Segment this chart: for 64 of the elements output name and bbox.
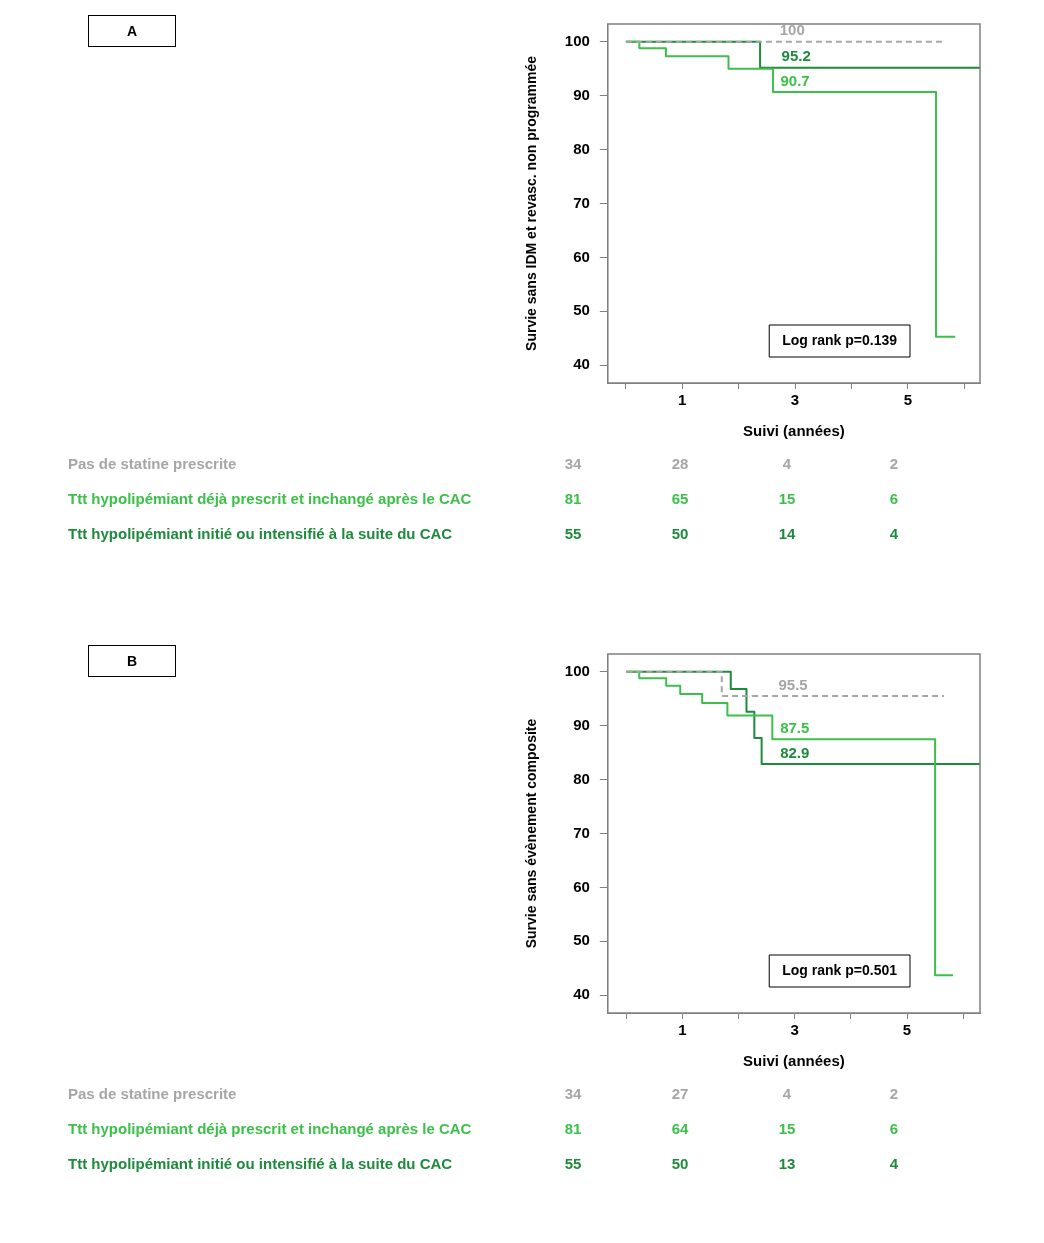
text: 55 <box>564 525 582 542</box>
y-tick-label: 60 <box>573 247 590 265</box>
y-tick-label: 90 <box>573 715 590 733</box>
text: A <box>88 15 176 47</box>
text: 27 <box>671 1085 689 1102</box>
text: Ttt hypolipémiant déjà prescrit et inchangé après le CAC <box>68 490 472 507</box>
text: 81 <box>564 1120 582 1137</box>
text: 4 <box>782 1085 792 1102</box>
annotation: 95.5 <box>778 675 808 693</box>
text: 81 <box>564 490 582 507</box>
annotation: 82.9 <box>780 743 810 761</box>
text: B <box>88 645 176 677</box>
text: Ttt hypolipémiant déjà prescrit et inchangé après le CAC <box>68 1120 472 1137</box>
text: 4 <box>782 455 792 472</box>
y-tick-label: 80 <box>573 139 590 157</box>
y-tick-label: 100 <box>564 661 590 679</box>
x-tick-label: 3 <box>790 391 800 409</box>
y-tick-label: 40 <box>573 355 590 373</box>
text: 15 <box>778 490 796 507</box>
text: 4 <box>889 1155 899 1172</box>
y-tick-label: 40 <box>573 985 590 1003</box>
text: 55 <box>564 1155 582 1172</box>
text: 15 <box>778 1120 796 1137</box>
y-axis-title: Survie sans IDM et revasc. non programmée <box>523 55 540 351</box>
text: 2 <box>889 455 899 472</box>
text: 6 <box>889 1120 899 1137</box>
text: 50 <box>671 525 689 542</box>
text: Pas de statine prescrite <box>68 1085 237 1102</box>
y-tick-label: 80 <box>573 769 590 787</box>
x-tick-label: 1 <box>678 391 687 409</box>
y-tick-label: 90 <box>573 85 590 103</box>
text: Ttt hypolipémiant initié ou intensifié à la suite du CAC <box>68 1155 453 1172</box>
x-axis-title: Suivi (années) <box>743 422 845 440</box>
text: 6 <box>889 490 899 507</box>
annotation: 95.2 <box>781 47 811 65</box>
annotation: 87.5 <box>780 718 810 736</box>
text: 4 <box>889 525 899 542</box>
x-tick-label: 5 <box>902 1021 912 1039</box>
text: 13 <box>778 1155 796 1172</box>
x-tick-label: 1 <box>678 1021 687 1039</box>
text: Pas de statine prescrite <box>68 455 237 472</box>
y-tick-label: 70 <box>573 823 590 841</box>
y-tick-label: 70 <box>573 193 590 211</box>
y-tick-label: 100 <box>564 31 590 49</box>
y-tick-label: 60 <box>573 877 590 895</box>
x-tick-label: 3 <box>790 1021 799 1039</box>
y-axis-title: Survie sans évènement composite <box>523 718 540 949</box>
text: 14 <box>778 525 796 542</box>
x-axis-title: Suivi (années) <box>743 1052 845 1070</box>
y-tick-label: 50 <box>573 301 590 319</box>
text: 34 <box>564 1085 582 1102</box>
text: 50 <box>671 1155 689 1172</box>
text: 65 <box>671 490 689 507</box>
annotation: Log rank p=0.501 <box>782 961 898 978</box>
y-tick-label: 50 <box>573 931 590 949</box>
annotation: 90.7 <box>780 71 810 89</box>
text: Ttt hypolipémiant initié ou intensifié à la suite du CAC <box>68 525 453 542</box>
annotation: Log rank p=0.139 <box>782 331 898 348</box>
x-tick-label: 5 <box>903 391 912 409</box>
text: 64 <box>671 1120 689 1137</box>
text: 34 <box>564 455 582 472</box>
annotation: 100 <box>779 21 805 39</box>
text: 2 <box>889 1085 899 1102</box>
text: 28 <box>671 455 689 472</box>
